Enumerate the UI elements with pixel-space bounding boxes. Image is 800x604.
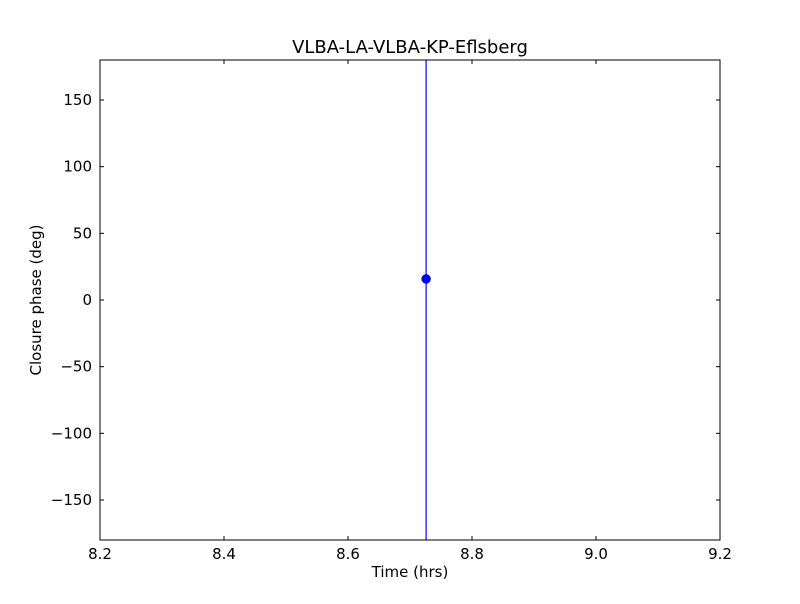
x-tick-label: 9.2	[708, 545, 732, 563]
y-tick-label: −150	[51, 491, 92, 509]
y-axis-label: Closure phase (deg)	[27, 225, 45, 376]
y-tick-label: −50	[60, 358, 92, 376]
y-tick-label: 100	[63, 158, 92, 176]
x-tick-label: 8.6	[336, 545, 360, 563]
x-tick-label: 8.4	[212, 545, 236, 563]
y-tick-label: 0	[82, 291, 92, 309]
plot-frame	[99, 59, 721, 541]
data-point	[421, 274, 431, 284]
x-tick-label: 9.0	[584, 545, 608, 563]
y-tick-label: 50	[73, 224, 92, 242]
x-tick-label: 8.2	[88, 545, 112, 563]
y-tick-label: 150	[63, 91, 92, 109]
x-tick-label: 8.8	[460, 545, 484, 563]
x-axis-label: Time (hrs)	[371, 563, 449, 581]
y-tick-label: −100	[51, 424, 92, 442]
chart-title: VLBA-LA-VLBA-KP-Eflsberg	[292, 37, 528, 58]
